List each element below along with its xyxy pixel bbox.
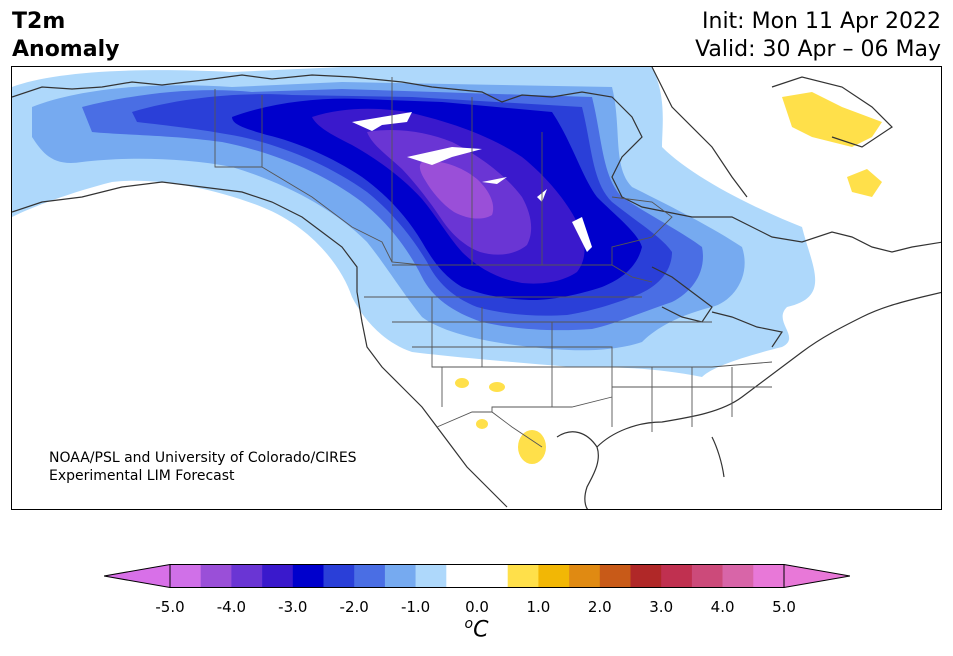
colorbar-swatch [630, 564, 662, 588]
colorbar-tick-label: -1.0 [400, 598, 431, 616]
colorbar [103, 563, 851, 589]
great-slave-lake [407, 147, 482, 165]
colorbar-tick-label: 5.0 [772, 598, 796, 616]
map-canvas [12, 67, 941, 509]
colorbar-tick-label: 0.0 [465, 598, 489, 616]
colorbar-swatch [200, 564, 232, 588]
colorbar-swatch [415, 564, 447, 588]
colorbar-tick-label: -3.0 [278, 598, 308, 616]
colorbar-tick-label: 4.0 [710, 598, 735, 616]
colorbar-unit: oC [0, 616, 953, 642]
credit-line-1: NOAA/PSL and University of Colorado/CIRE… [49, 450, 357, 466]
colorbar-swatch [354, 564, 386, 588]
unit-celsius: C [473, 617, 489, 643]
anomaly-warm-mexico [518, 430, 546, 464]
anomaly-band-minus-4-0 [419, 161, 494, 219]
colorbar-tick-label: -2.0 [339, 598, 369, 616]
colorbar-swatch [446, 564, 478, 588]
colorbar-swatch [231, 564, 263, 588]
colorbar-swatch [538, 564, 570, 588]
unit-degree: o [464, 616, 474, 632]
lake-winnipeg [572, 217, 592, 252]
colorbar-extend-high [783, 563, 851, 589]
credit-text: NOAA/PSL and University of Colorado/CIRE… [49, 449, 357, 485]
map-title: T2m Anomaly [12, 8, 119, 64]
anomaly-warm-newmexico [489, 382, 505, 392]
anomaly-warm-newfoundland [847, 169, 882, 197]
lake-athabasca [482, 177, 507, 184]
political-boundaries [214, 77, 773, 448]
anomaly-warm-texas-west [476, 419, 488, 429]
colorbar-swatch [170, 564, 201, 588]
colorbar-extend-low [103, 563, 171, 589]
init-date: Init: Mon 11 Apr 2022 [702, 9, 941, 34]
colorbar-swatch [477, 564, 508, 588]
colorbar-swatch [262, 564, 294, 588]
anomaly-warm-labrador [782, 92, 882, 147]
colorbar-swatch [661, 564, 693, 588]
colorbar-swatch [722, 564, 754, 588]
colorbar-tick-label: -4.0 [216, 598, 247, 616]
credit-line-2: Experimental LIM Forecast [49, 468, 235, 484]
colorbar-frame [169, 564, 785, 588]
colorbar-tick-label: 1.0 [526, 598, 551, 616]
colorbar-swatch [292, 564, 324, 588]
coastlines [12, 67, 941, 509]
colorbar-swatch [323, 564, 355, 588]
forecast-dates: Init: Mon 11 Apr 2022 Valid: 30 Apr – 06… [695, 8, 941, 64]
valid-period: Valid: 30 Apr – 06 May [695, 37, 941, 62]
great-bear-lake [352, 112, 412, 131]
colorbar-ticks: -5.0 -4.0 -3.0 -2.0 -1.0 0.0 1.0 2.0 3.0 4.0 5.0 [0, 598, 953, 618]
anomaly-warm-arizona [455, 378, 469, 388]
colorbar-swatch [691, 564, 723, 588]
colorbar-tick-label: 2.0 [587, 598, 612, 616]
variable-label: T2m [12, 9, 66, 34]
field-label: Anomaly [12, 37, 120, 62]
colorbar-swatch [599, 564, 631, 588]
colorbar-tick-label: -5.0 [155, 598, 185, 616]
colorbar-tick-label: 3.0 [649, 598, 674, 616]
colorbar-swatch [384, 564, 416, 588]
colorbar-swatch [753, 564, 785, 588]
colorbar-swatch [569, 564, 601, 588]
colorbar-svg [103, 563, 851, 589]
colorbar-swatch [507, 564, 539, 588]
anomaly-map [11, 66, 942, 510]
